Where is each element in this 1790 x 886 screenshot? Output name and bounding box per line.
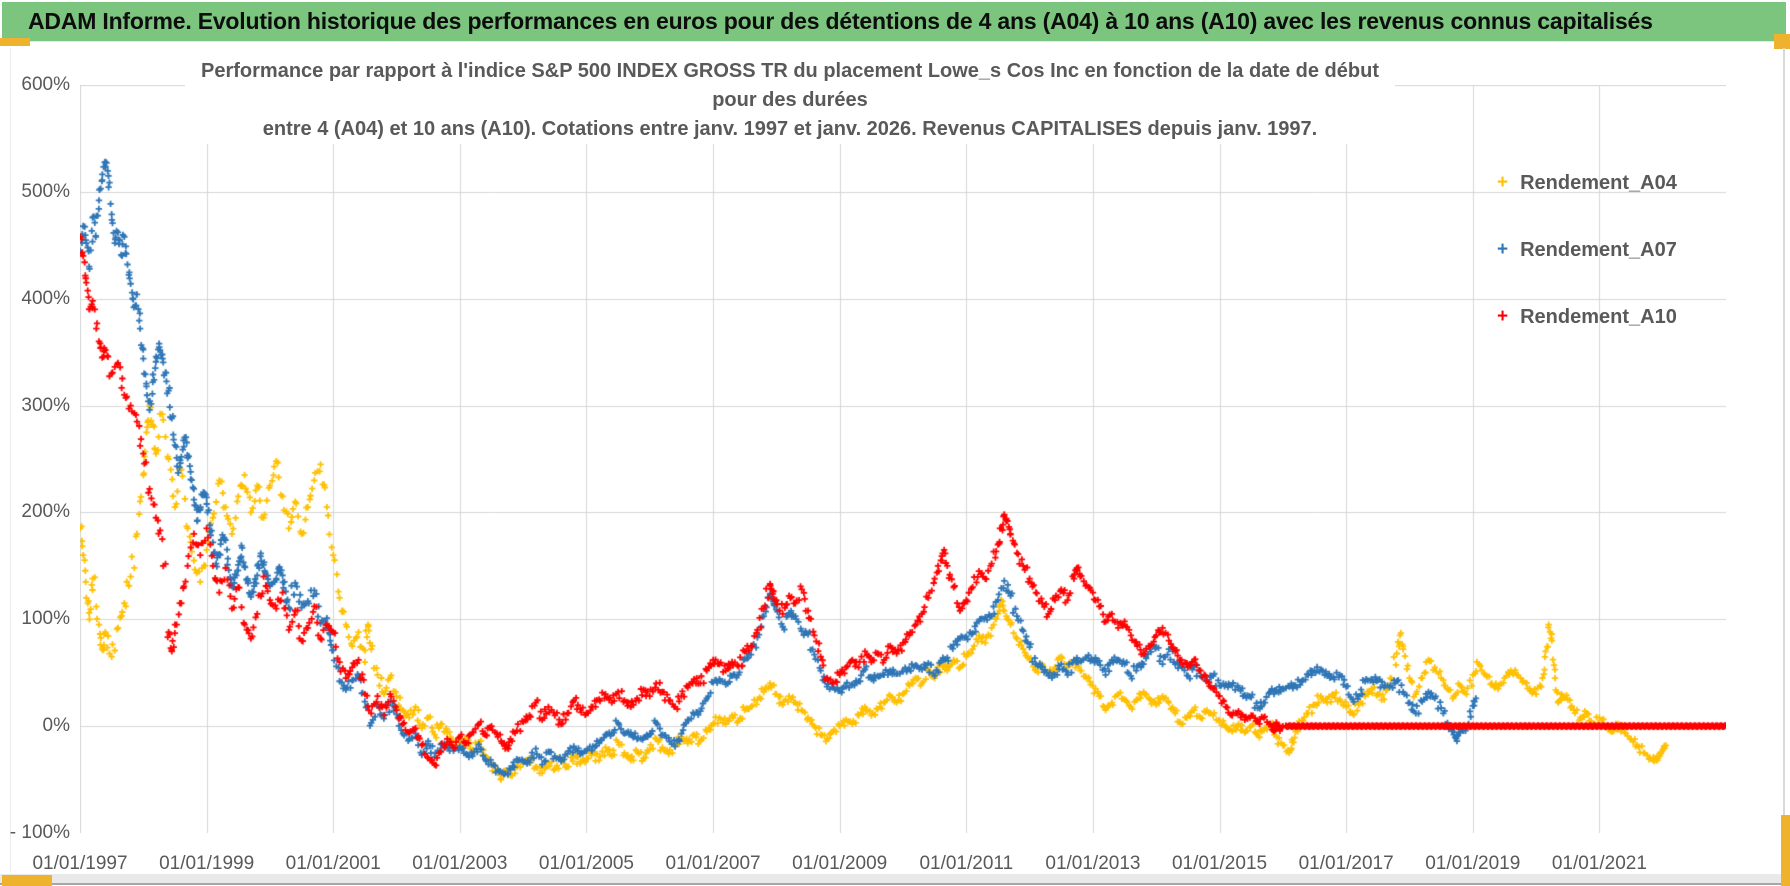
legend-label: Rendement_A10 [1520,306,1677,328]
x-tick-label: 01/01/2019 [1425,853,1521,874]
scrollbar-bottom-border [0,883,1790,885]
y-tick-label: 500% [21,180,70,202]
legend-label: Rendement_A04 [1520,172,1677,194]
x-tick-label: 01/01/2011 [919,853,1014,874]
x-tick-label: 01/01/2003 [412,853,508,874]
legend-item-a10: + Rendement_A10 [1497,304,1677,330]
x-tick-label: 01/01/2005 [538,853,634,874]
y-tick-label: 300% [21,394,70,416]
legend-item-a04: + Rendement_A04 [1497,170,1677,196]
x-tick-label: 01/01/1997 [32,853,128,874]
y-tick-label: 400% [21,287,70,309]
legend-label: Rendement_A07 [1520,239,1677,261]
horizontal-scrollbar-track[interactable] [0,874,1790,883]
report-title-bar: ADAM Informe. Evolution historique des p… [2,2,1786,42]
x-tick-label: 01/01/2001 [285,853,381,874]
chart-title-line2: entre 4 (A04) et 10 ans (A10). Cotations… [262,118,1318,140]
x-tick-label: 01/01/2007 [665,853,761,874]
amber-accent-top-left [0,38,30,46]
horizontal-scrollbar-thumb[interactable] [2,875,52,886]
amber-accent-bottom-right[interactable] [1781,815,1790,886]
y-tick-label: - 100% [9,822,70,843]
x-tick-label: 01/01/2009 [792,853,888,874]
x-tick-label: 01/01/1999 [159,853,255,874]
chart-right-border [1783,48,1785,874]
chart-title: Performance par rapport à l'indice S&P 5… [185,57,1395,144]
report-title: ADAM Informe. Evolution historique des p… [28,8,1653,34]
y-tick-label: 0% [42,715,70,737]
plus-marker-icon: + [1497,239,1509,260]
amber-accent-top-right [1774,34,1790,49]
plus-marker-icon: + [1497,172,1509,193]
x-tick-label: 01/01/2013 [1045,853,1141,874]
y-tick-label: 200% [21,501,70,523]
plus-marker-icon: + [1497,306,1509,327]
y-tick-label: 600% [21,74,70,95]
x-tick-label: 01/01/2015 [1171,853,1268,874]
x-tick-label: 01/01/2021 [1551,853,1647,874]
legend: + Rendement_A04 + Rendement_A07 + Rendem… [1497,170,1677,330]
y-tick-label: 100% [21,608,70,630]
plot-area [80,85,1726,833]
chart-title-line1: Performance par rapport à l'indice S&P 5… [201,60,1379,111]
sheet-left-border [10,48,11,872]
x-tick-label: 01/01/2017 [1298,853,1394,874]
legend-item-a07: + Rendement_A07 [1497,237,1677,263]
